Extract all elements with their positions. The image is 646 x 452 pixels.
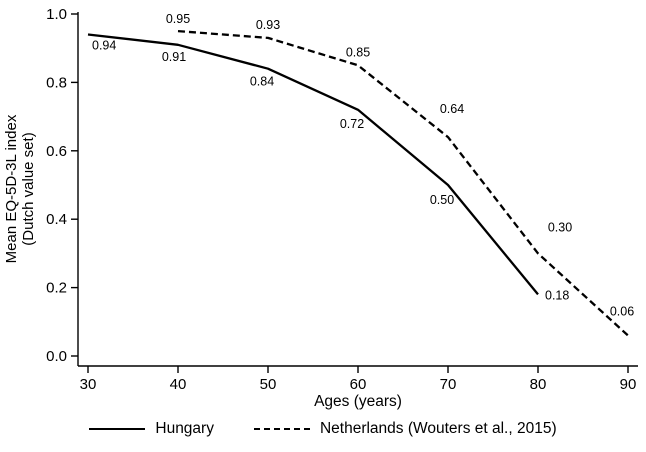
x-axis-title: Ages (years) bbox=[314, 393, 402, 410]
x-tick-label: 70 bbox=[440, 376, 457, 393]
y-tick-label: 1.0 bbox=[46, 6, 67, 23]
solid-line-sample-icon bbox=[89, 427, 146, 431]
y-tick-label: 0.2 bbox=[46, 280, 67, 297]
legend-item-netherlands: Netherlands (Wouters et al., 2015) bbox=[253, 420, 557, 438]
point-label: 0.06 bbox=[610, 304, 634, 318]
legend: Hungary Netherlands (Wouters et al., 201… bbox=[0, 420, 646, 438]
y-tick-label: 0.8 bbox=[46, 74, 67, 91]
legend-label-hungary: Hungary bbox=[155, 420, 214, 437]
point-label: 0.93 bbox=[256, 18, 280, 32]
x-tick-label: 40 bbox=[170, 376, 187, 393]
point-label: 0.85 bbox=[346, 45, 370, 59]
y-tick-label: 0.0 bbox=[46, 348, 67, 365]
x-tick-label: 50 bbox=[260, 376, 277, 393]
point-label: 0.91 bbox=[162, 50, 186, 64]
line-chart: 0.0 0.2 0.4 0.6 0.8 1.0 30 40 50 60 70 80 90 0.94 0.91… bbox=[3, 6, 638, 410]
point-label: 0.64 bbox=[440, 102, 464, 116]
x-tick-label: 30 bbox=[80, 376, 97, 393]
x-tick-label: 80 bbox=[530, 376, 547, 393]
point-label: 0.30 bbox=[548, 220, 572, 234]
point-label: 0.94 bbox=[92, 39, 116, 53]
point-label: 0.72 bbox=[340, 117, 364, 131]
point-label: 0.95 bbox=[166, 12, 190, 26]
point-label: 0.18 bbox=[545, 288, 569, 302]
netherlands-line bbox=[177, 29, 629, 337]
point-label: 0.50 bbox=[430, 193, 454, 207]
legend-item-hungary: Hungary bbox=[89, 420, 214, 438]
dashed-line-sample-icon bbox=[253, 427, 310, 431]
hungary-line bbox=[87, 33, 539, 296]
legend-label-netherlands: Netherlands (Wouters et al., 2015) bbox=[319, 420, 557, 437]
y-tick-label: 0.6 bbox=[46, 143, 67, 160]
x-tick-label: 90 bbox=[620, 376, 637, 393]
x-tick-label: 60 bbox=[350, 376, 367, 393]
point-label: 0.84 bbox=[250, 75, 274, 89]
y-axis-title-line2: (Dutch value set) bbox=[20, 132, 37, 245]
y-axis-title-line1: Mean EQ-5D-3L index bbox=[3, 114, 20, 263]
y-tick-label: 0.4 bbox=[46, 211, 67, 228]
